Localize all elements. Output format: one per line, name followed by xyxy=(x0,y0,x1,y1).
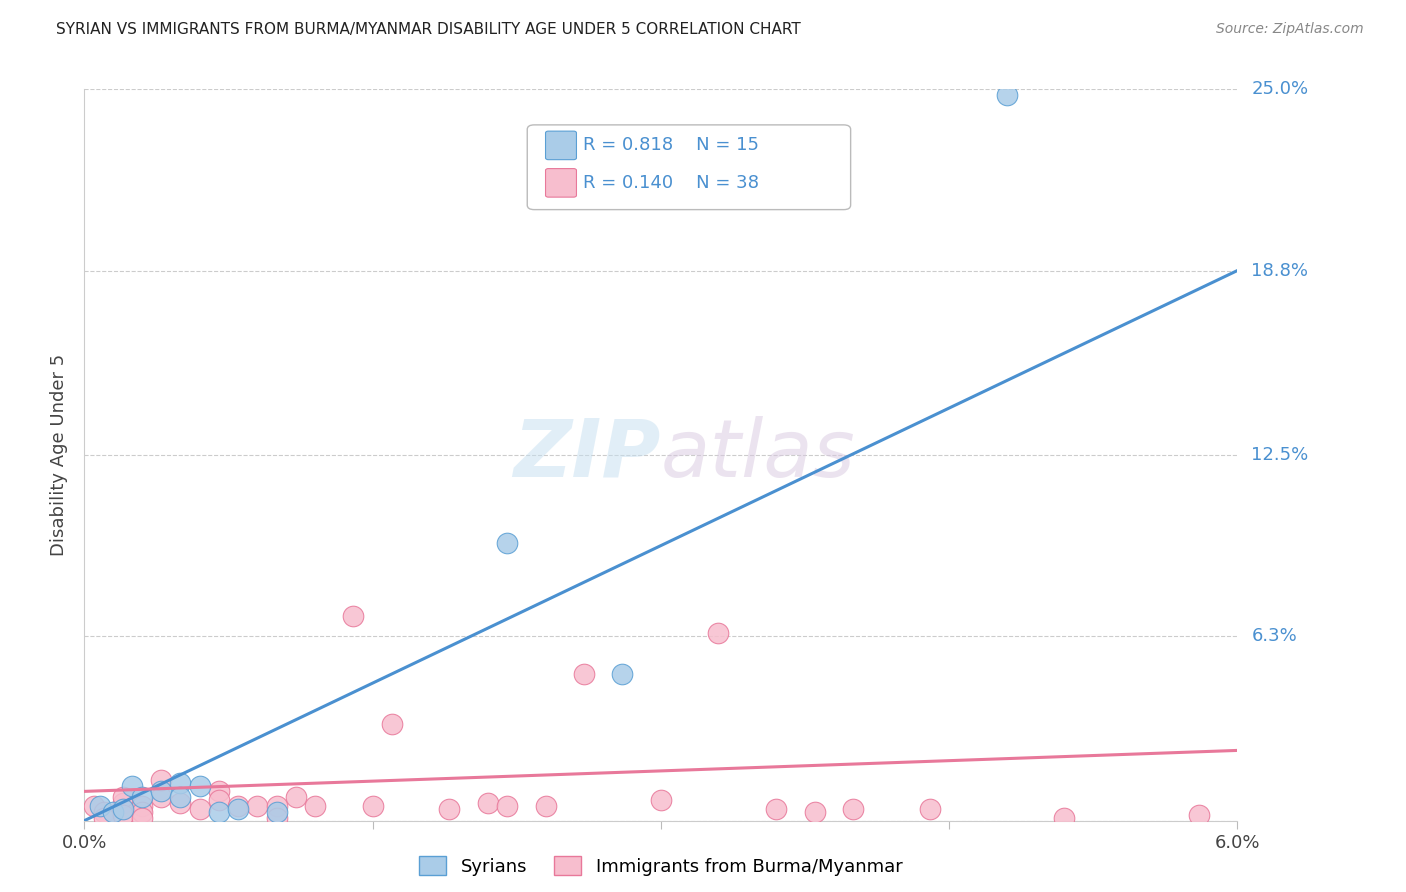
Point xyxy=(93,811,115,825)
Point xyxy=(612,667,634,681)
Point xyxy=(1188,807,1211,822)
Text: Source: ZipAtlas.com: Source: ZipAtlas.com xyxy=(1216,22,1364,37)
Legend: Syrians, Immigrants from Burma/Myanmar: Syrians, Immigrants from Burma/Myanmar xyxy=(411,847,911,885)
Text: ZIP: ZIP xyxy=(513,416,661,494)
Point xyxy=(111,802,134,816)
Text: atlas: atlas xyxy=(661,416,856,494)
Point xyxy=(477,796,499,810)
Point xyxy=(496,535,519,549)
Point xyxy=(131,799,153,814)
Point xyxy=(188,779,211,793)
Point xyxy=(266,799,288,814)
Point xyxy=(342,608,364,623)
Point xyxy=(995,88,1018,103)
Point xyxy=(266,811,288,825)
Point xyxy=(188,802,211,816)
Point xyxy=(131,805,153,819)
Point xyxy=(111,802,134,816)
Point xyxy=(208,805,231,819)
Point xyxy=(534,799,557,814)
Point xyxy=(918,802,941,816)
Point xyxy=(103,805,124,819)
Point xyxy=(803,805,825,819)
Point xyxy=(226,799,249,814)
Text: 12.5%: 12.5% xyxy=(1251,446,1309,464)
Point xyxy=(111,807,134,822)
Point xyxy=(1053,811,1076,825)
Point xyxy=(169,775,191,789)
Point xyxy=(439,802,461,816)
Point xyxy=(150,772,173,787)
Point xyxy=(650,793,672,807)
Text: 18.8%: 18.8% xyxy=(1251,261,1309,279)
Point xyxy=(131,790,153,805)
Point xyxy=(131,811,153,825)
Text: SYRIAN VS IMMIGRANTS FROM BURMA/MYANMAR DISABILITY AGE UNDER 5 CORRELATION CHART: SYRIAN VS IMMIGRANTS FROM BURMA/MYANMAR … xyxy=(56,22,801,37)
Point xyxy=(246,799,269,814)
Point xyxy=(150,784,173,798)
Point xyxy=(111,796,134,810)
Point xyxy=(361,799,384,814)
Text: R = 0.818    N = 15: R = 0.818 N = 15 xyxy=(583,136,759,154)
Point xyxy=(381,717,404,731)
Point xyxy=(304,799,326,814)
Point xyxy=(266,805,288,819)
Text: 6.3%: 6.3% xyxy=(1251,627,1298,645)
Point xyxy=(707,626,730,640)
Point xyxy=(93,805,115,819)
Point xyxy=(169,790,191,805)
Point xyxy=(208,793,231,807)
Point xyxy=(572,667,595,681)
Point xyxy=(121,779,143,793)
Point xyxy=(89,799,111,814)
Text: R = 0.140    N = 38: R = 0.140 N = 38 xyxy=(583,174,759,192)
Point xyxy=(111,790,134,805)
Text: 25.0%: 25.0% xyxy=(1251,80,1309,98)
Point xyxy=(226,802,249,816)
Point xyxy=(150,790,173,805)
Y-axis label: Disability Age Under 5: Disability Age Under 5 xyxy=(51,354,69,556)
Point xyxy=(496,799,519,814)
Point xyxy=(208,784,231,798)
Point xyxy=(169,796,191,810)
Point xyxy=(83,799,105,814)
Point xyxy=(765,802,787,816)
Point xyxy=(842,802,865,816)
Point xyxy=(284,790,307,805)
